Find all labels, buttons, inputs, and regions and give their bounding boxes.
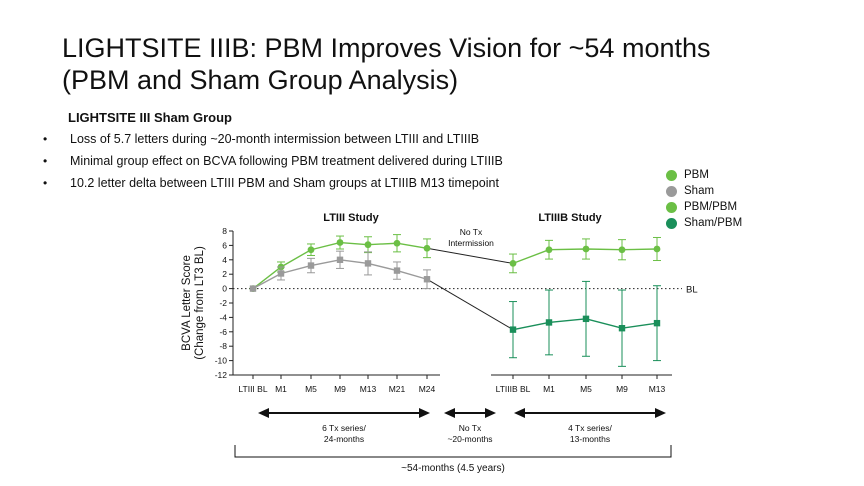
- data-point: [393, 239, 401, 247]
- slide-title-line-1: LIGHTSITE IIIB: PBM Improves Vision for …: [62, 33, 711, 63]
- total-span-label: ~54-months (4.5 years): [401, 463, 505, 474]
- total-span-bracket: [234, 445, 672, 458]
- data-point: [423, 276, 431, 283]
- legend-item-pbm: PBM: [666, 167, 742, 183]
- y-tick-label: 6: [222, 240, 227, 250]
- period-label: No Tx: [459, 423, 482, 433]
- period-arrow-head: [485, 408, 496, 418]
- y-tick-label: -6: [219, 327, 227, 337]
- y-tick-label: -12: [215, 370, 228, 380]
- data-point: [423, 244, 431, 252]
- legend-label: PBM: [684, 169, 709, 181]
- period-label: 4 Tx series/: [568, 423, 612, 433]
- data-point: [618, 246, 626, 254]
- data-point: [364, 241, 372, 249]
- x-tick-label: M21: [389, 384, 406, 394]
- legend-marker: [666, 169, 677, 181]
- y-tick-label: 0: [222, 284, 227, 294]
- data-point: [653, 245, 661, 253]
- data-point: [364, 260, 372, 267]
- intermission-label-sub: Intermission: [448, 238, 494, 248]
- y-tick-label: 4: [222, 255, 227, 265]
- period-arrow-head: [258, 408, 269, 418]
- x-tick-label: M9: [334, 384, 346, 394]
- y-tick-label: -8: [219, 341, 227, 351]
- slide-title-line-2: (PBM and Sham Group Analysis): [62, 65, 459, 95]
- intermission-label: No Tx: [460, 227, 483, 237]
- data-point: [653, 319, 661, 327]
- period-arrow-head: [444, 408, 455, 418]
- x-tick-label: M13: [649, 384, 666, 394]
- y-tick-label: -10: [215, 356, 228, 366]
- intermission-connector-sham: [426, 278, 514, 331]
- panel-title: LTIII Study: [323, 212, 379, 224]
- period-label-sub: ~20-months: [447, 434, 492, 444]
- data-point: [307, 262, 315, 269]
- legend-marker: [666, 217, 677, 229]
- y-tick-label: 8: [222, 226, 227, 236]
- data-point: [582, 315, 590, 323]
- data-point: [277, 270, 285, 277]
- data-point: [336, 239, 344, 246]
- data-point: [509, 260, 517, 267]
- x-tick-label: M24: [419, 384, 436, 394]
- bullet-item: Minimal group effect on BCVA following P…: [40, 150, 503, 172]
- x-tick-label: M1: [543, 384, 555, 394]
- data-point: [545, 319, 553, 326]
- bullet-item: Loss of 5.7 letters during ~20-month int…: [40, 128, 503, 150]
- legend-marker: [666, 201, 677, 213]
- legend-marker: [666, 185, 677, 197]
- period-arrow-head: [514, 408, 525, 418]
- legend-label: PBM/PBM: [684, 201, 738, 213]
- period-label: 6 Tx series/: [322, 423, 366, 433]
- x-tick-label: M9: [616, 384, 628, 394]
- x-tick-label: LTIIIB BL: [496, 384, 531, 394]
- x-tick-label: M13: [360, 384, 377, 394]
- data-point: [336, 256, 344, 263]
- data-point: [393, 267, 401, 274]
- y-tick-label: -4: [219, 312, 227, 322]
- chart-legend: PBM Sham PBM/PBM Sham/PBM: [666, 167, 742, 231]
- legend-label: Sham/PBM: [684, 217, 743, 229]
- y-axis-title: BCVA Letter Score: [181, 255, 193, 351]
- panel-title: LTIIIB Study: [538, 212, 602, 224]
- data-point: [582, 245, 590, 253]
- period-arrow-head: [655, 408, 666, 418]
- legend-item-sham: Sham: [666, 183, 742, 199]
- x-tick-label: M5: [305, 384, 317, 394]
- bullet-list: Loss of 5.7 letters during ~20-month int…: [40, 128, 503, 194]
- period-label-sub: 24-months: [324, 434, 364, 444]
- data-point: [307, 246, 315, 254]
- legend-item-sham-pbm: Sham/PBM: [666, 215, 742, 231]
- baseline-label: BL: [686, 285, 698, 296]
- bullet-item: 10.2 letter delta between LTIII PBM and …: [40, 172, 503, 194]
- y-axis-title-sub: (Change from LT3 BL): [194, 246, 206, 360]
- legend-item-pbm-pbm: PBM/PBM: [666, 199, 742, 215]
- period-arrow-head: [419, 408, 430, 418]
- period-label-sub: 13-months: [570, 434, 610, 444]
- x-tick-label: LTIII BL: [238, 384, 267, 394]
- y-tick-label: 2: [222, 269, 227, 279]
- slide-title: LIGHTSITE IIIB: PBM Improves Vision for …: [62, 32, 842, 96]
- intermission-connector-pbm: [426, 247, 514, 264]
- y-tick-label: -2: [219, 298, 227, 308]
- data-point: [618, 325, 626, 332]
- legend-label: Sham: [684, 185, 715, 197]
- data-point: [249, 285, 257, 292]
- data-point: [509, 326, 517, 333]
- sham-group-subheading: LIGHTSITE III Sham Group: [68, 110, 232, 125]
- x-tick-label: M5: [580, 384, 592, 394]
- data-point: [545, 246, 553, 254]
- x-tick-label: M1: [275, 384, 287, 394]
